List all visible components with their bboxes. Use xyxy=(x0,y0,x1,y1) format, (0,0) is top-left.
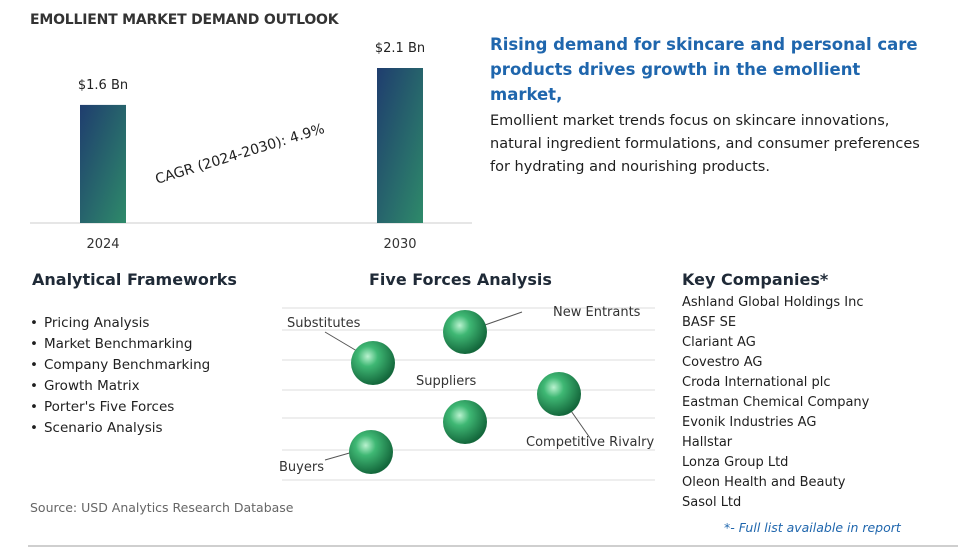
competitive-rivalry-label: Competitive Rivalry xyxy=(526,435,654,450)
companies-list: Ashland Global Holdings Inc BASF SE Clar… xyxy=(682,293,869,513)
new-entrants-label: New Entrants xyxy=(553,305,641,320)
company-item: Lonza Group Ltd xyxy=(682,455,789,470)
source-note: Source: USD Analytics Research Database xyxy=(30,500,294,515)
full-list-footnote: *- Full list available in report xyxy=(724,520,901,535)
company-item: Eastman Chemical Company xyxy=(682,395,870,410)
company-item: Croda International plc xyxy=(682,375,831,390)
demand-bar-chart: $1.6 Bn 2024 $2.1 Bn 2030 CAGR (2024-2030):… xyxy=(30,41,472,252)
framework-item: Growth Matrix xyxy=(30,376,210,397)
frameworks-list: Pricing Analysis Market Benchmarking Com… xyxy=(30,313,210,439)
framework-item: Scenario Analysis xyxy=(30,418,210,439)
framework-item: Company Benchmarking xyxy=(30,355,210,376)
headline: Rising demand for skincare and personal … xyxy=(490,35,918,104)
bar-2024 xyxy=(80,104,126,223)
x-tick-label-2030: 2030 xyxy=(383,237,416,252)
suppliers-sphere xyxy=(443,400,487,444)
company-item: BASF SE xyxy=(682,315,737,330)
company-item: Oleon Health and Beauty xyxy=(682,475,846,490)
key-companies-heading: Key Companies* xyxy=(682,270,829,289)
framework-item: Market Benchmarking xyxy=(30,334,210,355)
cagr-annotation: CAGR (2024-2030): 4.9% xyxy=(153,121,326,188)
page-title: EMOLLIENT MARKET DEMAND OUTLOOK xyxy=(30,12,339,28)
bar-2030 xyxy=(377,68,423,223)
competitive-rivalry-sphere xyxy=(537,372,581,416)
suppliers-label: Suppliers xyxy=(416,374,477,389)
analytical-frameworks-heading: Analytical Frameworks xyxy=(32,270,237,289)
company-item: Evonik Industries AG xyxy=(682,415,817,430)
market-description: Emollient market trends focus on skincar… xyxy=(490,113,920,175)
value-label-2030: $2.1 Bn xyxy=(375,41,425,56)
company-item: Ashland Global Holdings Inc xyxy=(682,295,864,310)
framework-item: Porter's Five Forces xyxy=(30,397,210,418)
company-item: Clariant AG xyxy=(682,335,756,350)
buyers-sphere xyxy=(349,430,393,474)
substitutes-sphere xyxy=(351,341,395,385)
buyers-label: Buyers xyxy=(279,460,324,475)
new-entrants-sphere xyxy=(443,310,487,354)
value-label-2024: $1.6 Bn xyxy=(78,78,128,93)
company-item: Sasol Ltd xyxy=(682,495,742,510)
five-forces-heading: Five Forces Analysis xyxy=(369,270,552,289)
framework-item: Pricing Analysis xyxy=(30,313,210,334)
substitutes-label: Substitutes xyxy=(287,316,361,331)
company-item: Hallstar xyxy=(682,435,733,450)
x-tick-label-2024: 2024 xyxy=(86,237,119,252)
bottom-divider xyxy=(28,545,958,547)
five-forces-diagram: Substitutes New Entrants Suppliers Compe… xyxy=(279,305,655,481)
company-item: Covestro AG xyxy=(682,355,763,370)
